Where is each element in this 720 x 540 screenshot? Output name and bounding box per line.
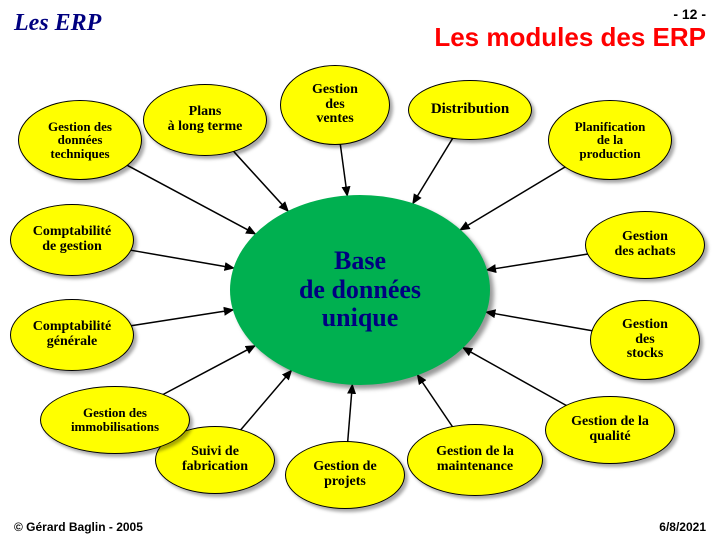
module-plans-long-terme: Plansà long terme — [143, 84, 267, 156]
center-database: Basede donnéesunique — [230, 195, 490, 385]
module-comptabilite-gestion: Comptabilitéde gestion — [10, 204, 134, 276]
module-distribution: Distribution — [408, 80, 532, 140]
module-comptabilite-generale: Comptabilitégénérale — [10, 299, 134, 371]
footer-copyright: © Gérard Baglin - 2005 — [14, 520, 143, 534]
module-gestion-stocks: Gestiondesstocks — [590, 300, 700, 380]
module-gestion-achats: Gestiondes achats — [585, 211, 705, 279]
module-gestion-qualite: Gestion de laqualité — [545, 396, 675, 464]
diagram-canvas: Basede donnéesunique Gestion desdonnéeste… — [0, 60, 720, 520]
footer-date: 6/8/2021 — [659, 520, 706, 534]
module-planification-production: Planificationde laproduction — [548, 100, 672, 180]
header-title-left: Les ERP — [14, 10, 101, 37]
module-gestion-maintenance: Gestion de lamaintenance — [407, 424, 543, 496]
module-gestion-projets: Gestion deprojets — [285, 441, 405, 509]
module-gestion-donnees-techniques: Gestion desdonnéestechniques — [18, 100, 142, 180]
page-number: - 12 - — [673, 6, 706, 22]
module-gestion-ventes: Gestiondesventes — [280, 65, 390, 145]
header-title-right: Les modules des ERP — [434, 22, 706, 53]
module-gestion-immobilisations: Gestion desimmobilisations — [40, 386, 190, 454]
